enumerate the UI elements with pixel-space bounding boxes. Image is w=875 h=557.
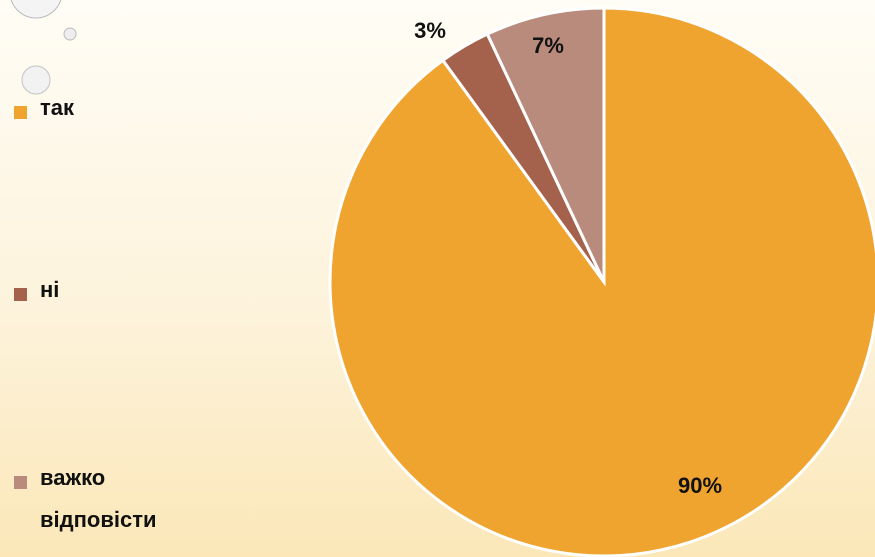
legend-label: важко відповісти	[40, 457, 160, 541]
page: 90%3%7% такніважко відповісти (() => { c…	[0, 0, 875, 557]
legend-swatch	[14, 476, 27, 489]
legend-item: ні	[14, 282, 160, 311]
pie	[330, 8, 875, 556]
legend-item: так	[14, 100, 160, 129]
decor-bubble	[10, 0, 62, 18]
legend-label: ні	[40, 269, 160, 311]
legend-swatch	[14, 288, 27, 301]
slice-label: 3%	[414, 18, 446, 43]
legend-label: так	[40, 87, 160, 129]
legend-swatch	[14, 106, 27, 119]
legend-item: важко відповісти	[14, 470, 160, 541]
decor-bubble	[64, 28, 76, 40]
slice-label: 7%	[532, 33, 564, 58]
slice-label: 90%	[678, 473, 722, 498]
